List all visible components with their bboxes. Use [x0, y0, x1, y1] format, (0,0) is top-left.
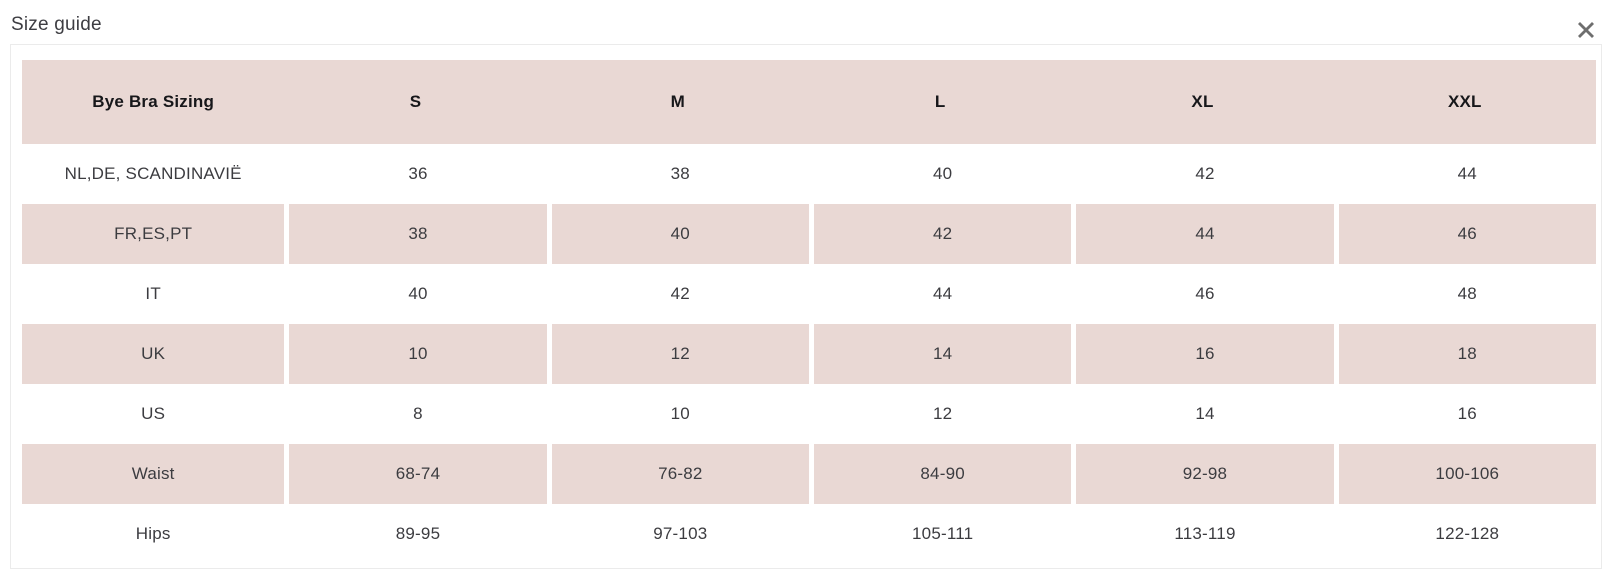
- table-header-row: Bye Bra Sizing S M L XL XXL: [22, 60, 1596, 144]
- size-value-cell: 40: [284, 264, 546, 324]
- header-cell-size-s: S: [284, 60, 547, 144]
- table-row: NL,DE, SCANDINAVIË 36 38 40 42 44: [22, 144, 1596, 204]
- size-value-cell: 84-90: [808, 444, 1072, 504]
- size-value-cell: 46: [1071, 264, 1333, 324]
- size-table-body: NL,DE, SCANDINAVIË 36 38 40 42 44 FR,ES,PT 38 40…: [22, 144, 1596, 564]
- size-value-cell: 42: [808, 204, 1072, 264]
- size-value-cell: 38: [284, 204, 547, 264]
- size-value-cell: 14: [808, 324, 1072, 384]
- size-value-cell: 12: [808, 384, 1071, 444]
- row-label-cell: FR,ES,PT: [22, 204, 285, 264]
- size-value-cell: 44: [808, 264, 1071, 324]
- size-value-cell: 38: [546, 144, 809, 204]
- size-value-cell: 40: [546, 204, 809, 264]
- table-row: UK 10 12 14 16 18: [22, 324, 1596, 384]
- size-value-cell: 40: [808, 144, 1071, 204]
- size-value-cell: 46: [1333, 204, 1596, 264]
- close-button[interactable]: [1572, 16, 1600, 44]
- size-value-cell: 12: [546, 324, 809, 384]
- header-cell-size-xxl: XXL: [1333, 60, 1596, 144]
- size-value-cell: 97-103: [546, 504, 809, 564]
- size-value-cell: 48: [1333, 264, 1596, 324]
- size-value-cell: 44: [1333, 144, 1596, 204]
- size-value-cell: 36: [284, 144, 546, 204]
- size-value-cell: 68-74: [284, 444, 547, 504]
- modal-title: Size guide: [11, 14, 102, 35]
- row-label-cell: US: [141, 404, 166, 423]
- row-label-cell: UK: [22, 324, 285, 384]
- size-value-cell: 105-111: [808, 504, 1071, 564]
- size-value-cell: 122-128: [1333, 504, 1596, 564]
- size-value-cell: 18: [1333, 324, 1596, 384]
- close-icon: [1578, 22, 1594, 38]
- table-row: FR,ES,PT 38 40 42 44 46: [22, 204, 1596, 264]
- table-row: Waist 68-74 76-82 84-90 92-98 100-106: [22, 444, 1596, 504]
- size-value-cell: 10: [546, 384, 809, 444]
- row-label-cell: IT: [145, 284, 161, 303]
- size-value-cell: 42: [1071, 144, 1333, 204]
- row-label-cell: NL,DE, SCANDINAVIË: [64, 164, 242, 183]
- table-row: US 8 10 12 14 16: [22, 384, 1596, 444]
- size-value-cell: 113-119: [1071, 504, 1333, 564]
- size-value-cell: 8: [284, 384, 546, 444]
- size-table: Bye Bra Sizing S M L XL XXL NL,DE, SCAND…: [22, 60, 1596, 564]
- row-label-cell: Hips: [135, 524, 171, 543]
- row-label-cell: Waist: [22, 444, 285, 504]
- size-table-card: Bye Bra Sizing S M L XL XXL NL,DE, SCAND…: [10, 44, 1602, 569]
- header-cell-size-m: M: [546, 60, 809, 144]
- size-value-cell: 10: [284, 324, 547, 384]
- header-cell-size-l: L: [808, 60, 1072, 144]
- size-value-cell: 44: [1071, 204, 1334, 264]
- size-value-cell: 76-82: [546, 444, 809, 504]
- size-value-cell: 16: [1333, 384, 1596, 444]
- header-cell-size-xl: XL: [1071, 60, 1334, 144]
- size-value-cell: 16: [1071, 324, 1334, 384]
- header-cell-brand-sizing: Bye Bra Sizing: [22, 60, 285, 144]
- size-value-cell: 42: [546, 264, 809, 324]
- size-value-cell: 89-95: [284, 504, 546, 564]
- size-value-cell: 14: [1071, 384, 1333, 444]
- size-value-cell: 100-106: [1333, 444, 1596, 504]
- table-row: Hips 89-95 97-103 105-111 113-119 122-128: [22, 504, 1596, 564]
- table-row: IT 40 42 44 46 48: [22, 264, 1596, 324]
- size-value-cell: 92-98: [1071, 444, 1334, 504]
